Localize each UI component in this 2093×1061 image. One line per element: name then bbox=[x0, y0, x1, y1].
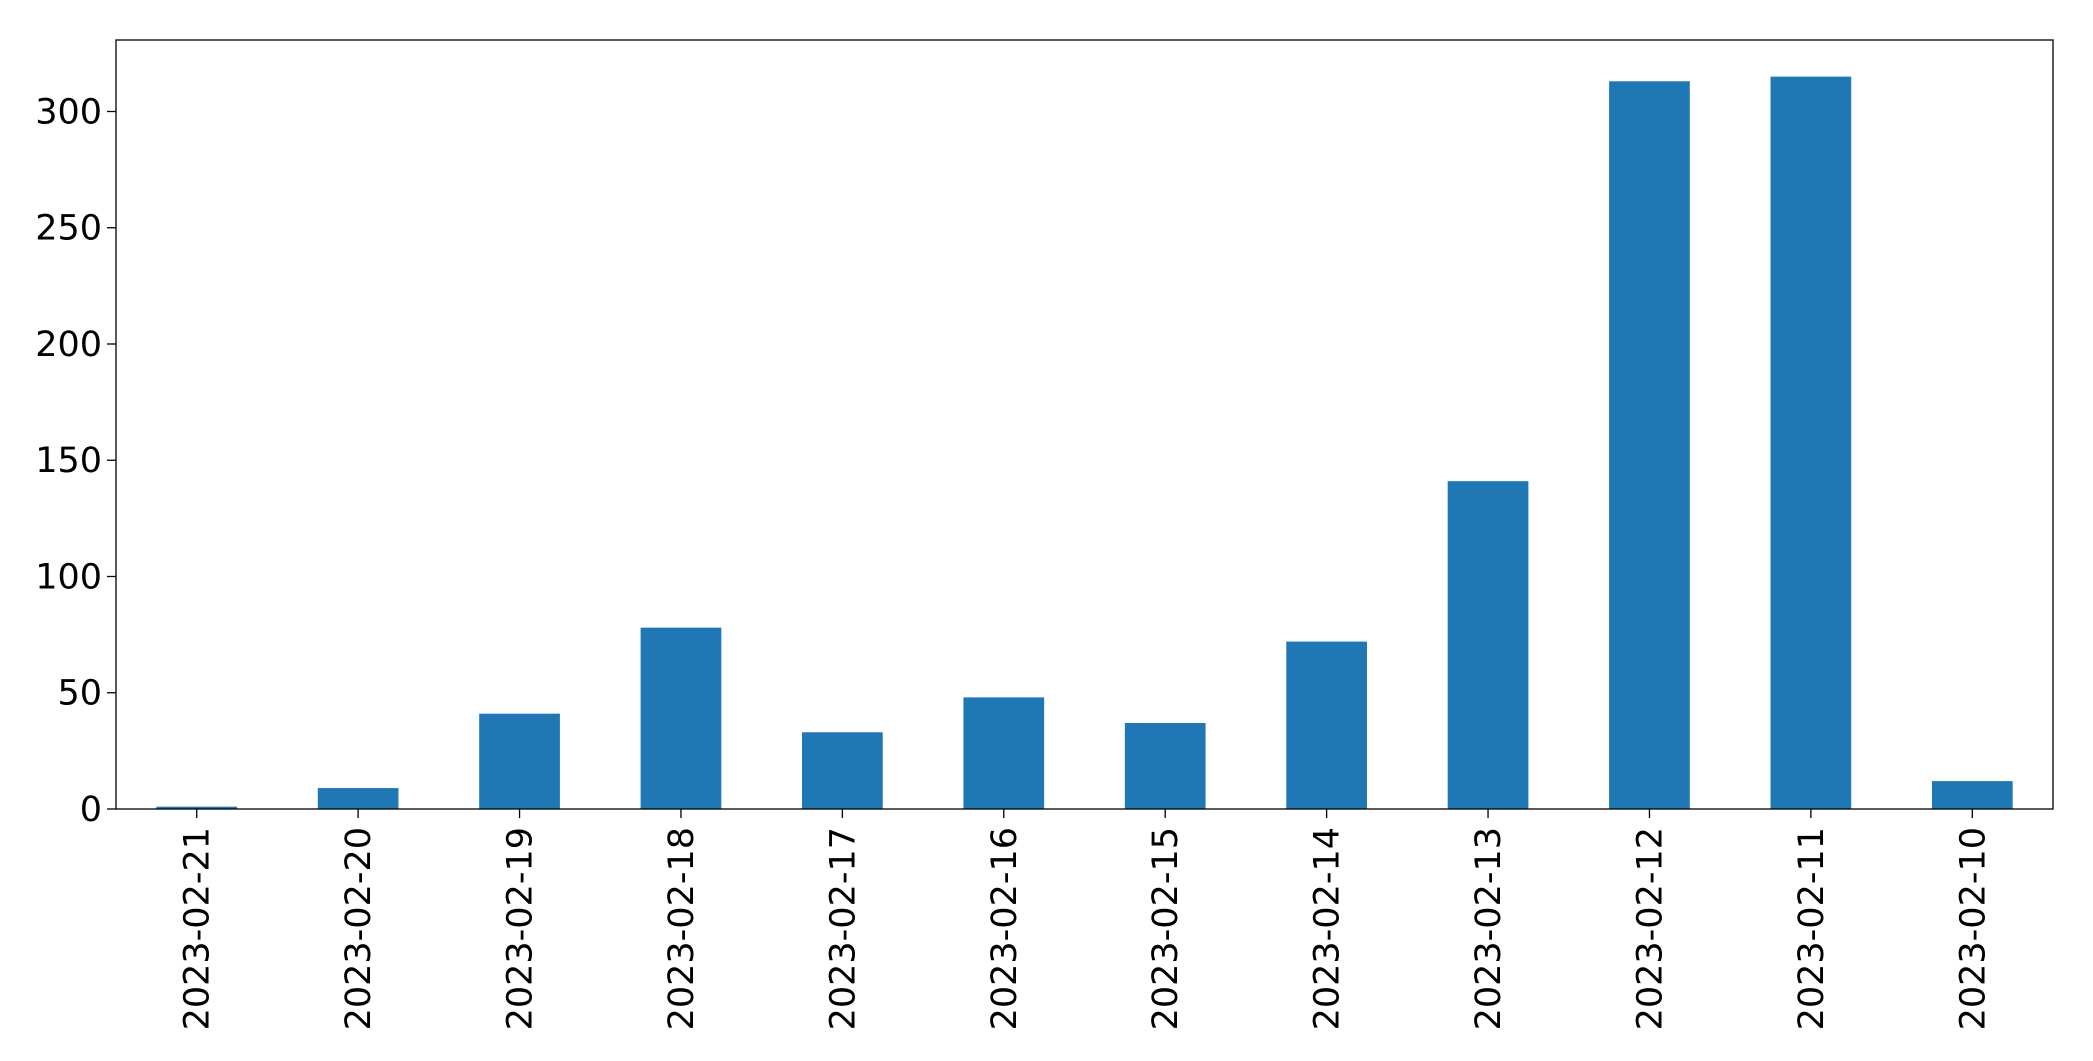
x-tick-label: 2023-02-10 bbox=[1953, 827, 1993, 1030]
y-tick-label: 300 bbox=[35, 92, 102, 132]
x-tick-label: 2023-02-15 bbox=[1146, 827, 1186, 1030]
bar bbox=[1286, 641, 1367, 809]
x-tick-label: 2023-02-21 bbox=[178, 827, 218, 1030]
plot-frame bbox=[115, 39, 2054, 810]
x-tick-label: 2023-02-20 bbox=[339, 827, 379, 1030]
bar bbox=[156, 806, 238, 809]
x-tick-label: 2023-02-12 bbox=[1630, 827, 1670, 1030]
bar bbox=[1447, 481, 1529, 809]
y-tick-label: 150 bbox=[35, 441, 102, 481]
x-tick-label: 2023-02-17 bbox=[823, 827, 863, 1030]
bar bbox=[1609, 81, 1690, 809]
y-tick-label: 200 bbox=[35, 325, 102, 365]
bar bbox=[1124, 722, 1206, 809]
bar bbox=[317, 788, 399, 809]
bar bbox=[963, 697, 1045, 809]
y-tick-label: 100 bbox=[35, 557, 102, 597]
bar bbox=[479, 713, 560, 809]
bar bbox=[802, 732, 883, 809]
y-tick-label: 250 bbox=[35, 209, 102, 249]
x-tick-label: 2023-02-19 bbox=[501, 827, 541, 1030]
bar bbox=[640, 627, 722, 809]
y-tick-label: 50 bbox=[57, 674, 102, 714]
x-tick-label: 2023-02-11 bbox=[1792, 827, 1832, 1030]
x-tick-label: 2023-02-13 bbox=[1469, 827, 1509, 1030]
bar bbox=[1931, 781, 2013, 809]
bar bbox=[1770, 76, 1852, 810]
x-tick-label: 2023-02-14 bbox=[1308, 827, 1348, 1030]
y-tick-label: 0 bbox=[80, 790, 102, 830]
x-tick-label: 2023-02-18 bbox=[662, 827, 702, 1030]
x-tick-label: 2023-02-16 bbox=[985, 827, 1025, 1030]
